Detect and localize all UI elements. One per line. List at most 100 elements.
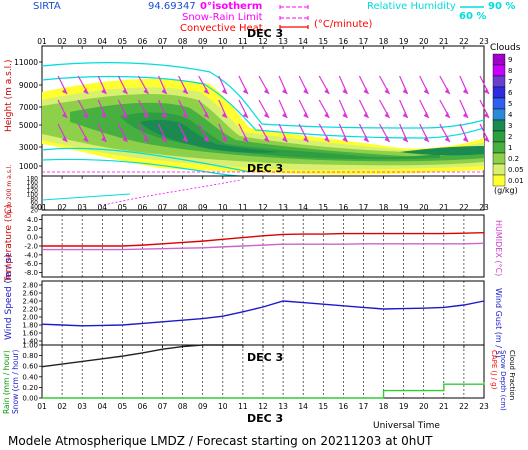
- colorbar-tick-label: 2: [508, 133, 512, 141]
- wind-arrow-head: [242, 112, 248, 118]
- low-height-tick-label: 80: [30, 196, 38, 203]
- hour-tick-label: 02: [57, 37, 67, 46]
- cloud-height-axis: 11000 9000 7000 5000 3000 1000: [14, 58, 42, 171]
- colorbar-cell: [492, 152, 506, 165]
- y-tick-label: 0.60: [22, 363, 38, 371]
- wind-arrow-head: [161, 136, 167, 142]
- series-line: [41, 344, 243, 368]
- wind-arrow-head: [384, 112, 390, 118]
- hour-tick-label: 04: [97, 203, 107, 212]
- bottom-date-label: DEC 3: [247, 412, 283, 425]
- hour-tick-label: 16: [339, 203, 349, 212]
- height-tick-label: 3000: [19, 143, 38, 152]
- wind-arrow-head: [363, 136, 369, 142]
- hour-tick-label: 10: [218, 203, 228, 212]
- hour-tick-label: 17: [359, 37, 369, 46]
- y-tick-label: 4.0: [27, 216, 38, 224]
- hour-tick-label: 08: [178, 37, 188, 46]
- wind-arrow-head: [363, 112, 369, 118]
- wind-arrow-head: [221, 112, 227, 118]
- wind-arrow-head: [444, 112, 450, 118]
- y-tick-label: 2.80: [22, 282, 38, 290]
- hour-tick-label: 12: [258, 402, 268, 411]
- precip-axis: 1.00 0.80 0.60 0.40 0.20 0.00: [22, 342, 42, 403]
- wind-arrow-head: [384, 88, 390, 94]
- wind-arrow-head: [182, 136, 188, 142]
- hour-tick-label: 01: [37, 402, 47, 411]
- wind-gust-ylabel: Wind Gust (m / s): [494, 288, 503, 358]
- cloud-ylabel: Height (m a.s.l.): [4, 59, 14, 132]
- wind-arrow-head: [62, 112, 68, 118]
- legend-lines: [279, 5, 309, 29]
- hour-tick-label: 22: [459, 37, 469, 46]
- rh-label: Relative Humidity: [367, 1, 456, 12]
- hour-tick-label: 11: [238, 37, 248, 46]
- wind-axis: 2.802.602.402.202.001.801.601.40: [22, 282, 42, 346]
- colorbar-tick-label: 8: [508, 67, 512, 75]
- temperature-axis: 4.02.00.0-2.0-4.0-6.0-8.0: [24, 216, 42, 277]
- legend-isotherm-label: 0°isotherm: [200, 1, 262, 12]
- wind-arrow-head: [484, 88, 489, 94]
- hour-tick-label: 16: [339, 402, 349, 411]
- hour-tick-label: 06: [138, 37, 148, 46]
- hour-tick-label: 10: [218, 402, 228, 411]
- hour-tick-label: 14: [298, 37, 308, 46]
- colorbar-tick-label: 4: [508, 111, 513, 119]
- wind-arrow-head: [324, 112, 330, 118]
- wind-arrow-head: [182, 88, 188, 94]
- cloud-colorbar: Clouds 9 8 7 6 5 4 3 2 1 0.2 0.05 0.01 (g/kg): [490, 43, 524, 195]
- series-line: [42, 232, 485, 247]
- footer-caption: Modele Atmospherique LMDZ / Forecast sta…: [8, 434, 433, 448]
- wind-arrow-head: [83, 88, 89, 94]
- y-tick-label: 0.20: [22, 384, 38, 392]
- universal-time-label: Universal Time: [373, 421, 440, 431]
- rh-value-90: 90 %: [488, 1, 515, 12]
- precip-date-label: DEC 3: [247, 351, 283, 364]
- colorbar-tick-label: 6: [508, 89, 513, 97]
- colorbar-tick-label: 3: [508, 122, 512, 130]
- colorbar-cell: [492, 119, 506, 132]
- wind-arrow-head: [484, 136, 489, 142]
- hour-tick-label: 21: [439, 402, 449, 411]
- hour-tick-label: 15: [318, 402, 328, 411]
- colorbar-cell: [492, 130, 506, 143]
- hour-tick-label: 05: [118, 402, 128, 411]
- temperature-panel: 4.02.00.0-2.0-4.0-6.0-8.0 Temperature (°…: [4, 204, 503, 283]
- wind-arrow-head: [444, 88, 450, 94]
- precip-lines: [41, 344, 485, 399]
- y-tick-label: 2.00: [22, 314, 38, 322]
- hour-tick-label: 18: [379, 402, 389, 411]
- hour-tick-label: 01: [37, 203, 47, 212]
- low-height-tick-label: 20: [30, 208, 38, 215]
- hour-tick-label: 02: [57, 203, 67, 212]
- wind-arrow-head: [242, 136, 248, 142]
- wind-arrow-head: [203, 136, 209, 142]
- hour-tick-label: 08: [178, 402, 188, 411]
- y-tick-label: -2.0: [24, 243, 38, 251]
- hour-tick-label: 03: [77, 402, 87, 411]
- height-tick-label: 7000: [19, 103, 38, 112]
- wind-arrow-head: [462, 112, 468, 118]
- wind-arrow-head: [462, 136, 468, 142]
- cloud-fraction-ylabel: Cloud Fraction: [508, 350, 516, 400]
- wind-arrows: [57, 75, 490, 143]
- hour-tick-label: 06: [138, 203, 148, 212]
- hour-tick-label: 05: [118, 37, 128, 46]
- bottom-hour-axis: 01 02 03 04 05 06 07 08 09 10 11 12 13 14 15 16 17 18 19 20…: [37, 345, 489, 411]
- wind-arrow-head: [203, 88, 209, 94]
- wind-arrow-head: [324, 88, 330, 94]
- wind-arrow-head: [423, 112, 429, 118]
- hour-tick-label: 21: [439, 203, 449, 212]
- low-height-tick-label: 140: [27, 184, 39, 191]
- rain-ylabel: Rain (mm / hour): [2, 350, 11, 414]
- hour-tick-label: 01: [37, 37, 47, 46]
- temperature-lines: [42, 232, 485, 251]
- legend-convective-label: Convective Heat.: [180, 23, 266, 34]
- wind-arrow-head: [342, 112, 348, 118]
- colorbar-cell: [492, 108, 506, 121]
- hour-tick-label: 14: [298, 402, 308, 411]
- hour-tick-label: 14: [298, 203, 308, 212]
- wind-speed-ylabel: Wind Speed (m / s): [4, 254, 14, 340]
- hour-tick-label: 20: [419, 402, 429, 411]
